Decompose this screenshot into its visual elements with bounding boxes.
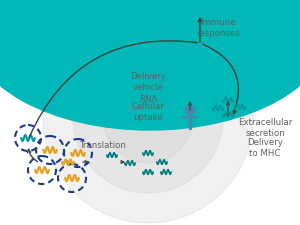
Ellipse shape (0, 0, 300, 130)
FancyArrowPatch shape (27, 149, 38, 162)
Circle shape (103, 73, 193, 163)
FancyArrowPatch shape (202, 44, 238, 114)
Circle shape (43, 13, 253, 223)
FancyArrowPatch shape (29, 41, 197, 137)
Text: Translation: Translation (80, 140, 126, 149)
Circle shape (73, 43, 223, 193)
Text: RNA: RNA (139, 94, 157, 104)
Text: Cellular
uptake: Cellular uptake (132, 102, 164, 122)
Text: Extracellular
secretion: Extracellular secretion (238, 118, 292, 138)
Circle shape (185, 106, 194, 115)
Text: Delivery
vehicle: Delivery vehicle (130, 72, 166, 92)
Text: Immune
responses: Immune responses (196, 18, 240, 38)
Text: Delivery
to MHC: Delivery to MHC (247, 138, 283, 158)
